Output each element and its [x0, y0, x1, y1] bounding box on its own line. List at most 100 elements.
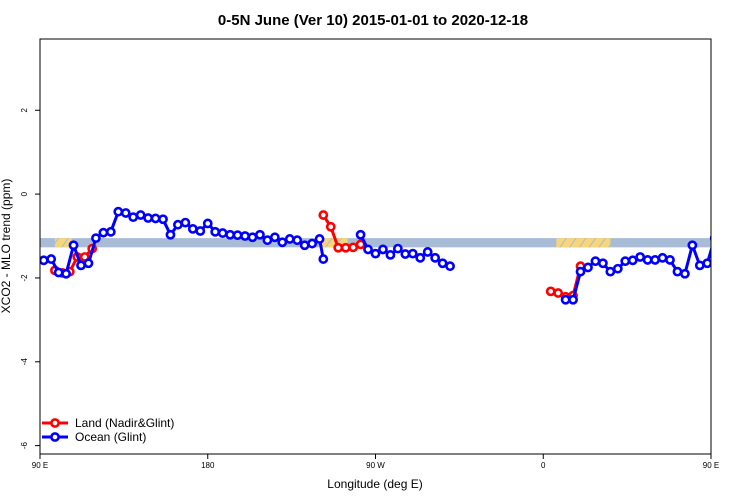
ocean-data-point — [583, 262, 593, 273]
ocean-data-point — [612, 263, 623, 274]
land-data-point — [318, 210, 329, 220]
ocean-data-point — [590, 256, 601, 267]
ocean-data-point — [307, 238, 318, 249]
plot-area — [40, 206, 750, 305]
land-data-point — [553, 288, 564, 298]
land-data-point — [333, 242, 344, 253]
ocean-data-point — [620, 256, 631, 267]
ocean-band — [40, 238, 711, 248]
ocean-data-point — [400, 249, 411, 259]
y-axis: 2 0 -2 -4 -6 — [20, 107, 40, 449]
ocean-data-point — [437, 258, 448, 269]
ocean-data-point — [91, 233, 101, 244]
ocean-data-point — [105, 226, 116, 237]
ocean-data-point — [568, 294, 578, 305]
ocean-data-point — [202, 218, 213, 229]
ocean-data-point — [430, 252, 441, 263]
ocean-data-point — [180, 217, 191, 228]
legend-label: Ocean (Glint) — [75, 430, 146, 444]
ocean-data-point — [635, 252, 646, 262]
ocean-data-point — [575, 266, 586, 277]
ocean-data-point — [165, 229, 176, 240]
land-band-segment — [556, 238, 611, 248]
ocean-data-point — [445, 261, 455, 272]
ocean-data-point — [733, 208, 740, 215]
ocean-data-point — [370, 248, 381, 259]
ocean-data-point — [46, 254, 57, 264]
ocean-data-point — [210, 226, 221, 237]
ocean-data-point — [98, 227, 109, 238]
legend-label: Land (Nadir&Glint) — [75, 416, 174, 430]
ocean-data-point — [128, 212, 139, 223]
ocean-data-point — [277, 237, 288, 248]
ocean-data-point — [68, 240, 79, 251]
ocean-data-point — [187, 223, 198, 234]
ocean-data-point — [232, 230, 243, 241]
ocean-data-point — [726, 228, 733, 235]
ocean-data-point — [262, 235, 273, 246]
data-coverage-band — [40, 238, 750, 248]
ocean-data-point — [605, 266, 616, 277]
y-tick-label: 0 — [20, 191, 29, 196]
ocean-data-point — [355, 229, 366, 240]
ocean-data-point — [195, 226, 206, 236]
ocean-data-point — [173, 219, 183, 230]
ocean-data-point — [217, 228, 228, 238]
land-data-point — [545, 286, 556, 297]
x-tick-label: 180 — [201, 461, 215, 470]
ocean-data-point — [292, 235, 303, 246]
ocean-data-point — [61, 268, 71, 279]
ocean-data-point — [113, 206, 124, 217]
x-tick-label: 90 E — [32, 461, 48, 470]
ocean-data-point — [694, 260, 705, 271]
x-axis: 90 E 180 90 W 0 90 E — [32, 454, 719, 470]
land-data-point — [325, 221, 336, 232]
ocean-data-point — [150, 213, 161, 224]
ocean-data-point — [560, 294, 571, 305]
ocean-data-point — [407, 248, 418, 259]
ocean-data-point — [672, 266, 683, 277]
ocean-data-point — [318, 254, 329, 264]
ocean-data-point — [363, 244, 373, 255]
ocean-data-point — [422, 247, 433, 257]
ocean-data-point — [269, 232, 280, 243]
ocean-data-point — [158, 214, 168, 225]
ocean-series-line — [565, 243, 711, 302]
land-data-point — [745, 268, 750, 275]
legend-marker — [50, 432, 60, 442]
ocean-data-point — [225, 229, 236, 240]
land-band-segment — [319, 238, 348, 248]
y-tick-label: -4 — [20, 358, 29, 366]
land-data-point — [348, 242, 359, 253]
ocean-data-point — [247, 232, 258, 243]
ocean-series — [40, 206, 740, 305]
ocean-data-point — [76, 260, 86, 271]
ocean-data-point — [709, 234, 711, 242]
ocean-data-point — [597, 258, 608, 269]
y-tick-label: 2 — [20, 107, 29, 112]
x-axis-label: Longitude (deg E) — [327, 477, 422, 491]
ocean-data-point — [385, 249, 396, 260]
legend-item-ocean: Ocean (Glint) — [42, 430, 146, 444]
x-tick-label: 0 — [541, 461, 546, 470]
ocean-data-point — [392, 243, 403, 254]
land-band-segment — [54, 238, 72, 248]
ocean-data-point — [415, 252, 426, 263]
ocean-data-point — [665, 255, 675, 265]
ocean-data-point — [120, 208, 131, 218]
ocean-data-point — [378, 244, 388, 255]
land-band-segment — [745, 238, 750, 247]
series-layer — [40, 206, 750, 305]
y-tick-label: -6 — [20, 442, 29, 450]
chart-title: 0-5N June (Ver 10) 2015-01-01 to 2020-12… — [218, 12, 528, 29]
y-tick-label: -2 — [20, 274, 29, 282]
ocean-data-point — [240, 231, 250, 241]
ocean-data-point — [657, 252, 668, 263]
ocean-data-point — [702, 258, 711, 269]
legend: Land (Nadir&Glint)Ocean (Glint) — [42, 416, 174, 444]
x-tick-label: 90 W — [366, 461, 385, 470]
ocean-data-point — [627, 255, 638, 266]
legend-item-land: Land (Nadir&Glint) — [42, 416, 174, 430]
ocean-data-point — [642, 255, 653, 265]
